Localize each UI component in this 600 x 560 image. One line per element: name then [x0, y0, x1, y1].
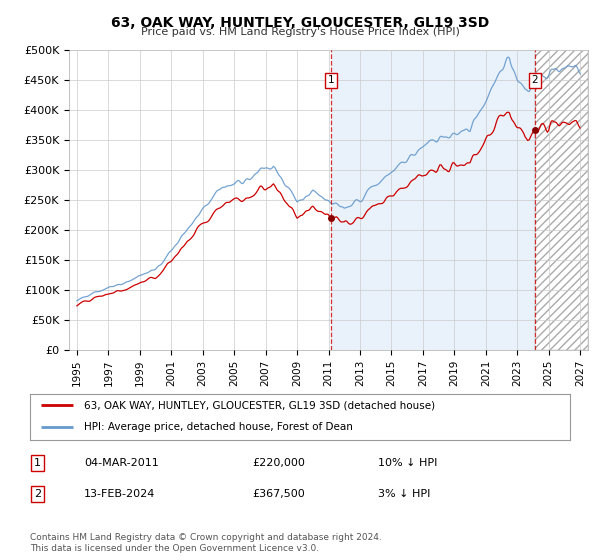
Text: 63, OAK WAY, HUNTLEY, GLOUCESTER, GL19 3SD (detached house): 63, OAK WAY, HUNTLEY, GLOUCESTER, GL19 3… — [84, 400, 435, 410]
Text: 2: 2 — [532, 76, 538, 85]
Text: Price paid vs. HM Land Registry's House Price Index (HPI): Price paid vs. HM Land Registry's House … — [140, 27, 460, 37]
Text: £367,500: £367,500 — [252, 489, 305, 499]
Text: £220,000: £220,000 — [252, 458, 305, 468]
Text: 2: 2 — [34, 489, 41, 499]
Text: 1: 1 — [328, 76, 335, 85]
Text: 04-MAR-2011: 04-MAR-2011 — [84, 458, 159, 468]
Text: 13-FEB-2024: 13-FEB-2024 — [84, 489, 155, 499]
Text: 3% ↓ HPI: 3% ↓ HPI — [378, 489, 430, 499]
Bar — [331, 50, 535, 350]
Text: 1: 1 — [34, 458, 41, 468]
Text: 63, OAK WAY, HUNTLEY, GLOUCESTER, GL19 3SD: 63, OAK WAY, HUNTLEY, GLOUCESTER, GL19 3… — [111, 16, 489, 30]
Text: Contains HM Land Registry data © Crown copyright and database right 2024.
This d: Contains HM Land Registry data © Crown c… — [30, 533, 382, 553]
Text: 10% ↓ HPI: 10% ↓ HPI — [378, 458, 437, 468]
Text: HPI: Average price, detached house, Forest of Dean: HPI: Average price, detached house, Fore… — [84, 422, 353, 432]
